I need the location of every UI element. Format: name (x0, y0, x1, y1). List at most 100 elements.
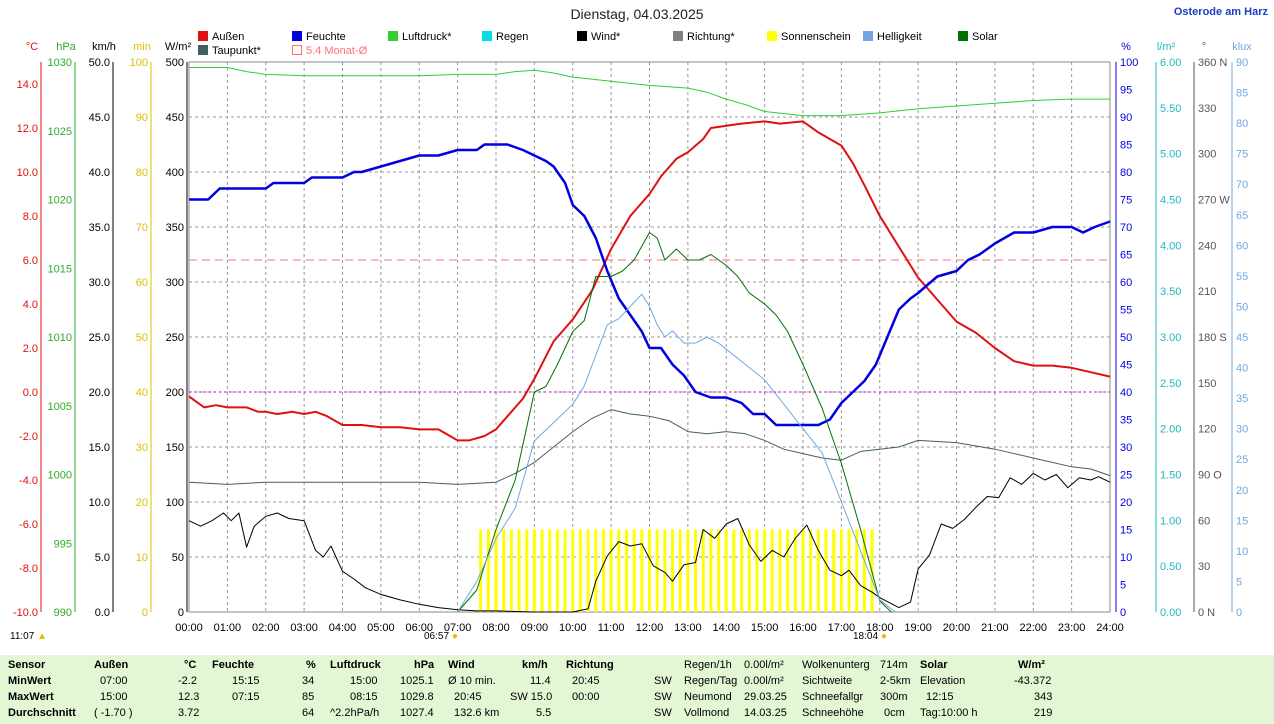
x-tick-label: 12:00 (636, 622, 664, 634)
tick-label-hpa: 1020 (48, 195, 72, 207)
tick-label-hpa: 1025 (48, 126, 72, 138)
sunshine-bar (778, 529, 782, 612)
tick-label-temp: 12.0 (17, 123, 38, 135)
x-tick-label: 17:00 (828, 622, 856, 634)
wind-max-time: 20:45 (454, 691, 482, 703)
legend-label: Außen (212, 31, 245, 43)
tick-label-klux: 75 (1236, 149, 1248, 161)
legend-item: Regen (482, 31, 528, 43)
tick-label-temp: 0.0 (23, 387, 38, 399)
richtung-value-2: SW (654, 691, 672, 703)
solar-day-value: 219 (1034, 707, 1053, 719)
tick-label-wm2: 150 (166, 442, 184, 454)
legend-swatch (198, 31, 208, 41)
aussen-header: Außen (94, 659, 129, 671)
solar-max-value: 343 (1034, 691, 1053, 703)
tick-label-temp: 10.0 (17, 167, 38, 179)
regen-tag-value: 0.00l/m² (744, 675, 784, 687)
wolkenunterg-label: Wolkenunterg (802, 659, 870, 671)
aussen-unit: °C (184, 659, 197, 671)
legend-label: Luftdruck* (402, 31, 452, 43)
richtung-header: Richtung (566, 659, 614, 671)
sunrise-marker: 06:57 ● (424, 631, 458, 642)
tick-label-klux: 40 (1236, 363, 1248, 375)
luftdruck-max-value: 1029.8 (400, 691, 434, 703)
tick-label-min: 10 (136, 552, 148, 564)
series-line-taupunkt (188, 409, 1111, 485)
feuchte-unit: % (306, 659, 316, 671)
current-time-marker: 11:07 ▲ (10, 631, 47, 642)
tick-label-temp: -8.0 (19, 563, 38, 575)
legend-item: Luftdruck* (388, 31, 452, 43)
tick-label-deg: 270 W (1198, 195, 1230, 207)
avg-label: Durchschnitt (8, 707, 76, 719)
tick-label-klux: 25 (1236, 454, 1248, 466)
legend-label: Taupunkt* (212, 45, 261, 57)
tick-label-pct: 80 (1120, 167, 1132, 179)
axis-unit-temp: °C (26, 41, 38, 53)
wind-unit: km/h (522, 659, 548, 671)
aussen-min-time: 07:00 (100, 675, 128, 687)
luftdruck-min-time: 15:00 (350, 675, 378, 687)
neumond-value: 29.03.25 (744, 691, 787, 703)
tick-label-wm2: 50 (172, 552, 184, 564)
legend-item: Taupunkt* (198, 45, 261, 57)
current-time: 11:07 (10, 631, 35, 642)
tick-label-pct: 65 (1120, 250, 1132, 262)
sunshine-bar (801, 529, 805, 612)
sunshine-bar (494, 529, 498, 612)
tick-label-pct: 30 (1120, 442, 1132, 454)
tick-label-deg: 150 (1198, 378, 1216, 390)
feuchte-avg-value: 64 (302, 707, 315, 719)
wind-max-value: SW 15.0 (510, 691, 553, 703)
sunshine-bar (816, 529, 820, 612)
tick-label-rain: 2.00 (1160, 424, 1181, 436)
sunshine-bar (601, 529, 605, 612)
x-tick-label: 07:00 (444, 622, 472, 634)
tick-label-klux: 80 (1236, 118, 1248, 130)
tick-label-min: 80 (136, 167, 148, 179)
sunshine-bar (578, 529, 582, 612)
feuchte-min-time: 15:15 (232, 675, 260, 687)
tick-label-klux: 85 (1236, 88, 1248, 100)
tick-label-pct: 50 (1120, 332, 1132, 344)
sunshine-bar (793, 529, 797, 612)
sunshine-bar (648, 529, 651, 612)
x-tick-label: 24:00 (1096, 622, 1124, 634)
location-link[interactable]: Osterode am Harz (1173, 6, 1268, 18)
tick-label-rain: 5.00 (1160, 149, 1181, 161)
series-line-helligkeit (457, 293, 896, 613)
tick-label-pct: 10 (1120, 552, 1132, 564)
tick-label-pct: 100 (1120, 57, 1138, 69)
x-tick-label: 02:00 (252, 622, 280, 634)
x-tick-label: 22:00 (1019, 622, 1047, 634)
min-label: MinWert (8, 675, 52, 687)
regen-1h-label: Regen/1h (684, 659, 732, 671)
tick-label-deg: 210 (1198, 286, 1216, 298)
series-line-auen (188, 120, 1111, 442)
legend-item: Richtung* (673, 31, 735, 43)
tick-label-min: 60 (136, 277, 148, 289)
tick-label-pct: 60 (1120, 277, 1132, 289)
tick-label-klux: 50 (1236, 301, 1248, 313)
aussen-min-value: -2.2 (178, 675, 197, 687)
vollmond-value: 14.03.25 (744, 707, 787, 719)
sunshine-bar (586, 529, 590, 612)
sunshine-bar (832, 529, 836, 612)
sunshine-bar (486, 529, 490, 612)
tick-label-min: 100 (130, 57, 148, 69)
x-tick-label: 00:00 (175, 622, 203, 634)
chart-title: Dienstag, 04.03.2025 (570, 6, 704, 22)
legend-swatch (958, 31, 968, 41)
aussen-avg-value: 3.72 (178, 707, 200, 719)
schneefallgr-label: Schneefallgr (802, 691, 864, 703)
tick-label-rain: 5.50 (1160, 103, 1181, 115)
tick-label-wm2: 500 (166, 57, 184, 69)
x-tick-label: 05:00 (367, 622, 395, 634)
tick-label-deg: 240 (1198, 240, 1216, 252)
wind-avg-value: 11.4 (530, 675, 551, 687)
legend-item: Wind* (577, 31, 620, 43)
legend-item: Feuchte (292, 31, 346, 43)
tick-label-klux: 35 (1236, 393, 1248, 405)
sunshine-bar (732, 529, 736, 612)
